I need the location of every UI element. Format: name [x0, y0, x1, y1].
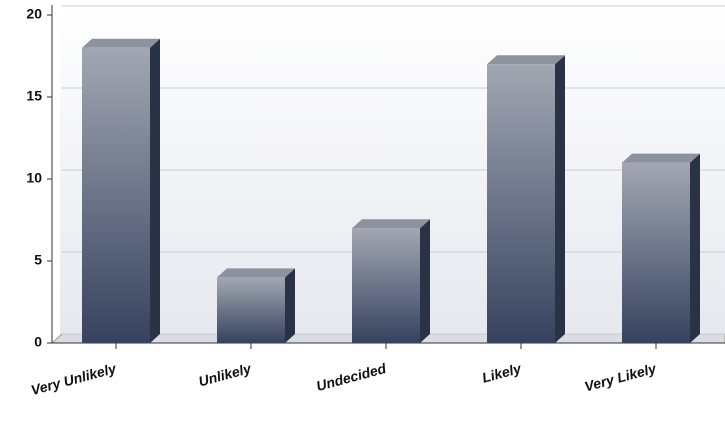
bar-side — [285, 268, 295, 343]
y-tick-label: 5 — [34, 252, 42, 268]
bar-side — [150, 38, 160, 344]
bar-top — [352, 219, 430, 229]
bar — [352, 228, 420, 343]
bar-side — [690, 153, 700, 343]
y-tick-label: 15 — [26, 88, 42, 104]
x-tick-label: Undecided — [314, 360, 388, 394]
x-tick-label: Very Likely — [583, 360, 659, 395]
bar — [487, 64, 555, 343]
bar — [622, 162, 690, 343]
x-tick-label: Very Unlikely — [29, 360, 119, 398]
bar-top — [82, 38, 160, 48]
y-tick-label: 20 — [26, 6, 42, 22]
bar — [217, 277, 285, 343]
bar-top — [217, 268, 295, 278]
bar-side — [420, 219, 430, 343]
bar-side — [555, 55, 565, 343]
y-tick-label: 10 — [26, 170, 42, 186]
bar-top — [487, 55, 565, 65]
x-tick-label: Unlikely — [197, 360, 254, 390]
bar-top — [622, 153, 700, 163]
y-tick-label: 0 — [34, 334, 42, 350]
x-tick-label: Likely — [480, 360, 524, 386]
bar — [82, 47, 150, 344]
